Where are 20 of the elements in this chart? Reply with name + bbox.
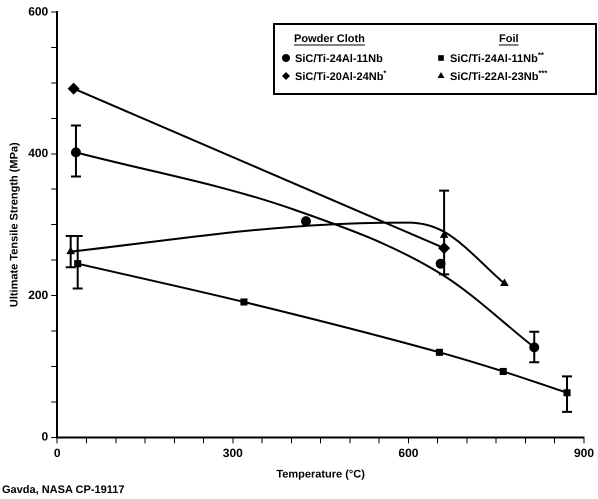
y-tick-label: 600 bbox=[28, 4, 49, 18]
point bbox=[500, 278, 509, 286]
annotation: Foil bbox=[499, 33, 519, 45]
y-axis-title: Ultimate Tensile Strength (MPa) bbox=[8, 142, 21, 308]
y-tick-label: 200 bbox=[28, 288, 49, 302]
point bbox=[500, 368, 507, 375]
x-tick-label: 600 bbox=[398, 446, 419, 460]
y-tick-label: 400 bbox=[28, 146, 49, 160]
point bbox=[436, 348, 443, 356]
x-tick-label: 0 bbox=[54, 446, 61, 460]
y-tick-label: 0 bbox=[42, 430, 49, 444]
point bbox=[68, 82, 80, 95]
x-axis-title: Temperature (°C) bbox=[276, 468, 366, 480]
x-tick-label: 900 bbox=[574, 446, 594, 460]
x-tick-label: 300 bbox=[222, 446, 244, 460]
point bbox=[240, 298, 248, 306]
point bbox=[300, 216, 311, 226]
text: Gavda, NASA CP-19117 bbox=[2, 484, 124, 496]
legend-label: SiC/Ti-24Al-11Nb bbox=[295, 53, 384, 65]
annotation: Powder Cloth bbox=[294, 33, 366, 45]
